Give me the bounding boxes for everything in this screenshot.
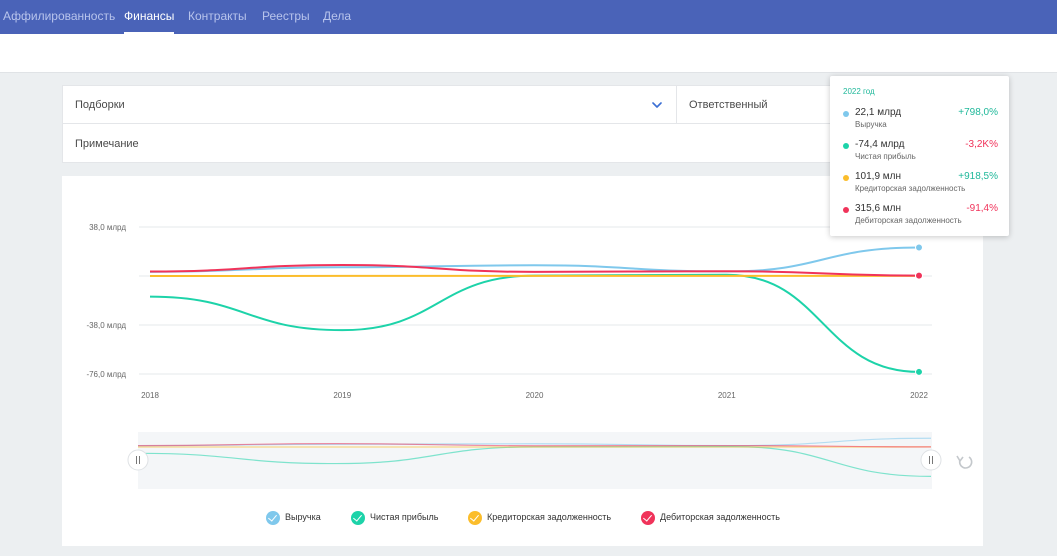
x-tick-label: 2020: [526, 391, 544, 400]
y-tick-label: -76,0 млрд: [86, 370, 126, 379]
navigator-line-receivables: [137, 443, 932, 448]
check-icon: [351, 511, 365, 525]
series-line-receivables[interactable]: [149, 264, 920, 277]
x-tick-label: 2021: [718, 391, 736, 400]
tab-finance[interactable]: Финансы: [124, 0, 175, 34]
chevron-down-icon[interactable]: [652, 100, 662, 110]
range-navigator-background[interactable]: [138, 432, 932, 489]
divider: [676, 86, 677, 124]
responsible-field[interactable]: Ответственный: [689, 99, 768, 111]
x-tick-label: 2019: [333, 391, 351, 400]
check-icon: [468, 511, 482, 525]
tooltip-label: Выручка: [855, 120, 887, 129]
tooltip-label: Кредиторская задолженность: [855, 184, 966, 193]
range-handle-right[interactable]: [920, 449, 942, 471]
tooltip-change: +798,0%: [958, 107, 998, 118]
net-profit-dot-icon: [843, 143, 849, 149]
revenue-dot-icon: [843, 111, 849, 117]
reset-zoom-icon[interactable]: [956, 455, 973, 469]
x-tick-label: 2018: [141, 391, 159, 400]
payables-dot-icon: [843, 175, 849, 181]
chart-tooltip: 2022 год 22,1 млрд Выручка +798,0% -74,4…: [830, 76, 1009, 236]
legend-label: Чистая прибыль: [370, 512, 439, 522]
y-tick-label: -38,0 млрд: [86, 321, 126, 330]
top-navigation: Аффилированность Финансы Контракты Реест…: [0, 0, 1057, 34]
legend-label: Кредиторская задолженность: [487, 512, 612, 522]
tooltip-value: 315,6 млн: [855, 203, 902, 214]
tab-affiliation[interactable]: Аффилированность: [3, 9, 116, 23]
data-point-revenue[interactable]: [915, 243, 923, 252]
tooltip-year: 2022 год: [843, 87, 875, 96]
series-line-revenue[interactable]: [149, 246, 920, 273]
tooltip-item-revenue: 22,1 млрд Выручка +798,0%: [843, 107, 998, 135]
check-icon: [641, 511, 655, 525]
tooltip-label: Дебиторская задолженность: [855, 216, 962, 225]
toolbar-strip: [0, 34, 1057, 73]
data-point-receivables[interactable]: [915, 271, 923, 280]
tab-contracts[interactable]: Контракты: [188, 9, 247, 23]
check-icon: [266, 511, 280, 525]
tooltip-item-receivables: 315,6 млн Дебиторская задолженность -91,…: [843, 203, 998, 231]
tooltip-value: -74,4 млрд: [855, 139, 905, 150]
filters-row: Подборки Ответственный: [63, 86, 982, 124]
tab-cases[interactable]: Дела: [323, 9, 352, 23]
tab-registries[interactable]: Реестры: [262, 9, 310, 23]
legend-label: Дебиторская задолженность: [660, 512, 780, 522]
y-tick-label: 38,0 млрд: [89, 223, 126, 232]
tooltip-change: -3,2K%: [965, 139, 998, 150]
data-point-net-profit[interactable]: [915, 367, 923, 376]
x-tick-label: 2022: [910, 391, 928, 400]
series-line-net-profit[interactable]: [149, 273, 920, 373]
tooltip-item-net-profit: -74,4 млрд Чистая прибыль -3,2K%: [843, 139, 998, 167]
tooltip-value: 101,9 млн: [855, 171, 902, 182]
tooltip-change: +918,5%: [958, 171, 998, 182]
tooltip-value: 22,1 млрд: [855, 107, 902, 118]
receivables-dot-icon: [843, 207, 849, 213]
tooltip-label: Чистая прибыль: [855, 152, 916, 161]
tooltip-change: -91,4%: [966, 203, 998, 214]
filters-panel: Подборки Ответственный Примечание: [62, 85, 983, 163]
legend-label: Выручка: [285, 512, 321, 522]
selections-dropdown[interactable]: Подборки: [75, 99, 125, 111]
note-field[interactable]: Примечание: [75, 138, 139, 150]
range-handle-left[interactable]: [127, 449, 149, 471]
tooltip-item-payables: 101,9 млн Кредиторская задолженность +91…: [843, 171, 998, 199]
